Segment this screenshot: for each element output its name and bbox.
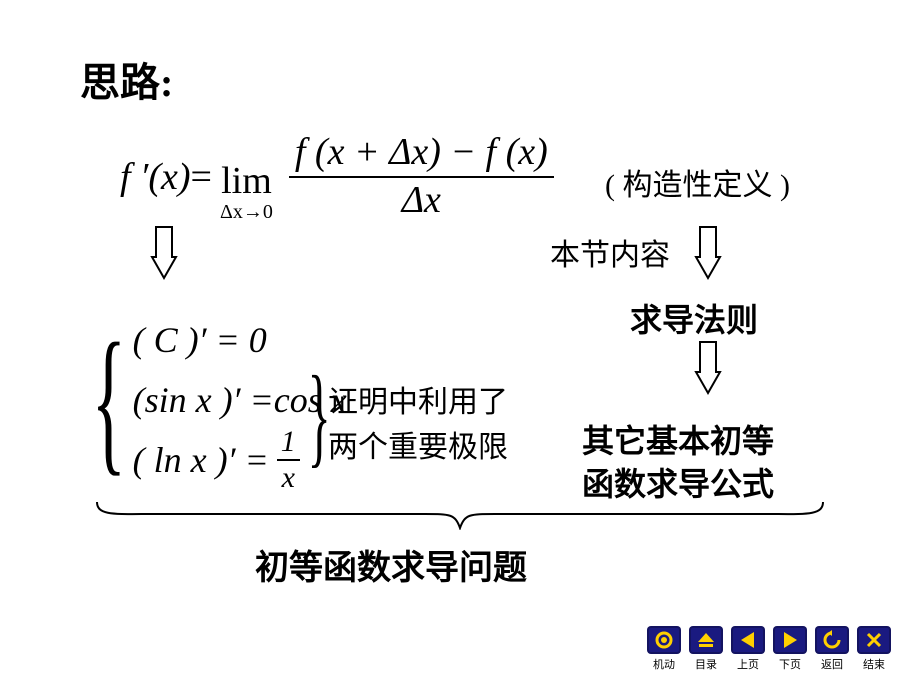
- conclusion-block: 其它基本初等 函数求导公式: [582, 420, 774, 506]
- toc-icon: [689, 626, 723, 654]
- row3-fraction: 1 x: [277, 427, 300, 493]
- brace-bottom-icon: [95, 500, 825, 530]
- arrow-down-icon: [694, 340, 722, 395]
- lim-top: lim: [221, 162, 272, 200]
- frac-den: Δx: [396, 178, 447, 224]
- nav-label: 下页: [779, 656, 801, 672]
- heading: 思路:: [80, 50, 173, 108]
- lim-sub: Δx→0: [220, 202, 273, 222]
- rule-label: 求导法则: [630, 295, 758, 341]
- row3-num: 1: [277, 427, 300, 457]
- note-line-1: 证明中利用了: [328, 380, 508, 425]
- conclusion-line-1: 其它基本初等: [582, 420, 774, 463]
- arrow-down-icon: [150, 225, 178, 280]
- end-icon: [857, 626, 891, 654]
- nav-bar: 机动 目录 上页 下页 返回 结束: [646, 626, 892, 672]
- back-icon: [815, 626, 849, 654]
- back-button[interactable]: 返回: [814, 626, 850, 672]
- prev-icon: [731, 626, 765, 654]
- limit-formula: f ′(x) = lim Δx→0 f (x + Δx) − f (x) Δx: [120, 130, 562, 223]
- nav-label: 机动: [653, 656, 675, 672]
- machine-icon: [647, 626, 681, 654]
- row2-lhs: (sin x )′ =: [133, 379, 274, 421]
- note-line-2: 两个重要极限: [328, 425, 508, 470]
- arrow-down-icon: [694, 225, 722, 280]
- bottom-label: 初等函数求导问题: [255, 540, 527, 589]
- slide-content: 思路: f ′(x) = lim Δx→0 f (x + Δx) − f (x)…: [0, 0, 920, 690]
- next-button[interactable]: 下页: [772, 626, 808, 672]
- limit-operator: lim Δx→0: [220, 162, 273, 222]
- next-icon: [773, 626, 807, 654]
- brace-left-icon: {: [92, 335, 127, 465]
- toc-button[interactable]: 目录: [688, 626, 724, 672]
- nav-label: 目录: [695, 656, 717, 672]
- nav-label: 返回: [821, 656, 843, 672]
- note-block: 证明中利用了 两个重要极限: [328, 380, 508, 470]
- formula-lhs: f ′(x): [120, 155, 191, 199]
- nav-label: 结束: [863, 656, 885, 672]
- row3-lhs: ( ln x )′ =: [133, 439, 269, 481]
- row1-text: ( C )′ = 0: [133, 319, 267, 361]
- limit-fraction: f (x + Δx) − f (x) Δx: [289, 130, 554, 223]
- aside-constructive-definition: ( 构造性定义 ): [605, 160, 790, 204]
- machine-button[interactable]: 机动: [646, 626, 682, 672]
- section-content-label: 本节内容: [550, 230, 670, 274]
- end-button[interactable]: 结束: [856, 626, 892, 672]
- nav-label: 上页: [737, 656, 759, 672]
- formula-eq: =: [191, 155, 212, 199]
- frac-num: f (x + Δx) − f (x): [289, 130, 554, 176]
- prev-button[interactable]: 上页: [730, 626, 766, 672]
- row3-den: x: [278, 463, 299, 493]
